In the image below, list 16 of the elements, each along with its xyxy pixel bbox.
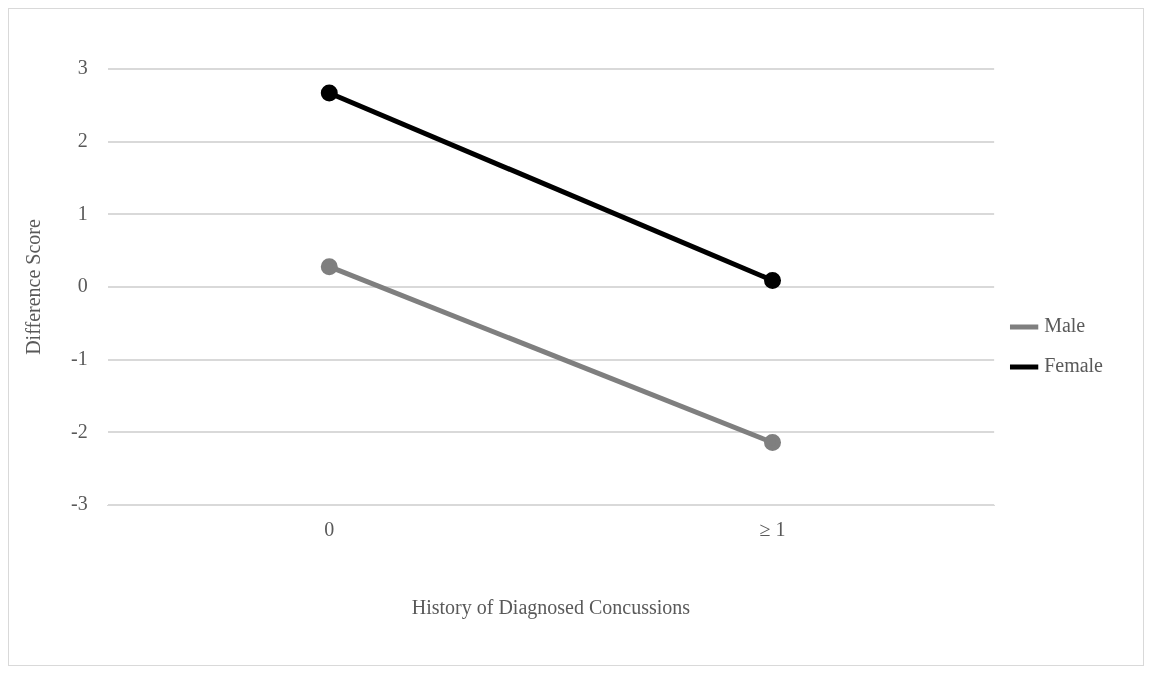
y-tick-label: 0 (77, 274, 88, 297)
x-tick-label: ≥ 1 (759, 518, 786, 541)
y-axis-title: Difference Score (22, 219, 45, 355)
y-tick-label: -1 (70, 346, 88, 369)
y-tick-label: -2 (70, 419, 88, 442)
point (320, 84, 338, 102)
legend-label: Male (1044, 314, 1086, 337)
point (320, 258, 338, 276)
y-tick-label: -3 (70, 492, 88, 515)
y-tick-label: 2 (77, 128, 88, 151)
legend-label: Female (1044, 354, 1104, 377)
x-axis-title: History of Diagnosed Concussions (411, 596, 691, 620)
point (764, 434, 782, 452)
y-tick-label: 3 (77, 56, 88, 79)
point (764, 271, 782, 289)
y-tick-label: 1 (77, 201, 88, 224)
